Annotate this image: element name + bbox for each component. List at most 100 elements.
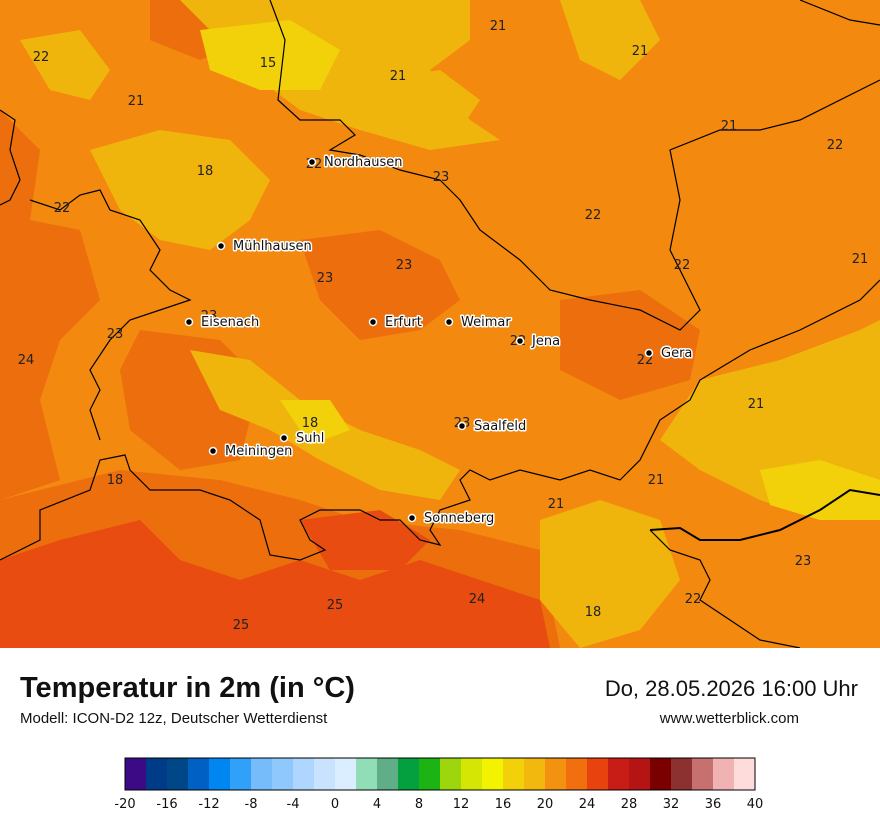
- city-marker: Sonneberg: [407, 510, 496, 528]
- legend-tick-label: -4: [287, 797, 300, 812]
- legend-swatch: [335, 758, 357, 790]
- temperature-value-label: 22: [827, 138, 844, 153]
- temperature-value-label: 24: [18, 353, 35, 368]
- legend-swatch: [377, 758, 399, 790]
- legend-tick-label: 12: [453, 797, 470, 812]
- warm-zone-center: [300, 230, 460, 340]
- city-label: Meiningen: [225, 444, 292, 459]
- cool-zone-northwest: [90, 130, 270, 250]
- temperature-value-label: 18: [302, 416, 319, 431]
- cool-zone-southeast: [540, 500, 680, 648]
- thuringia-border: [0, 0, 880, 561]
- temperature-value-label: 22: [674, 258, 691, 273]
- temperature-value-label: 18: [107, 473, 124, 488]
- city-dot: [407, 513, 417, 523]
- hot-zone-southcenter: [300, 510, 430, 570]
- city-marker: Meiningen: [208, 443, 294, 461]
- hot-temperature-zones: [0, 510, 550, 648]
- temperature-value-label: 21: [128, 94, 145, 109]
- legend-swatch: [356, 758, 378, 790]
- city-marker: Nordhausen: [307, 154, 404, 172]
- legend-swatches: [124, 757, 756, 791]
- legend-tick-label: 8: [415, 797, 423, 812]
- temperature-value-label: 23: [317, 271, 334, 286]
- legend-swatch: [650, 758, 672, 790]
- city-marker: Mühlhausen: [216, 238, 313, 256]
- temperature-value-label: 21: [852, 252, 869, 267]
- legend-swatch: [734, 758, 756, 790]
- city-marker: Suhl: [279, 430, 326, 448]
- legend-swatch: [524, 758, 546, 790]
- temperature-value-label: 21: [390, 69, 407, 84]
- city-marker: Erfurt: [368, 314, 423, 332]
- temperature-value-label: 23: [396, 258, 413, 273]
- legend-frame: [124, 757, 756, 791]
- temperature-value-label: 25: [327, 598, 344, 613]
- city-marker: Eisenach: [184, 314, 261, 332]
- temperature-value-label: 18: [585, 605, 602, 620]
- city-label: Mühlhausen: [233, 239, 312, 254]
- legend-tick-label: -16: [156, 797, 177, 812]
- legend-tick-label: -8: [245, 797, 258, 812]
- cool-zone-west: [20, 30, 110, 100]
- legend-tick-label: -12: [198, 797, 219, 812]
- city-dot: [444, 317, 454, 327]
- legend-swatch: [545, 758, 567, 790]
- legend-swatch: [230, 758, 252, 790]
- city-marker: Gera: [644, 345, 694, 363]
- legend-swatch: [398, 758, 420, 790]
- legend-swatch: [314, 758, 336, 790]
- city-markers: Nordhausen Mühlhausen Eisenach Erfurt Weimar…: [184, 154, 694, 528]
- legend-tick-label: 4: [373, 797, 381, 812]
- city-label: Suhl: [296, 431, 324, 446]
- west-border: [0, 109, 192, 441]
- temperature-value-label: 25: [233, 618, 250, 633]
- region-borders: [0, 0, 880, 648]
- model-info: Modell: ICON-D2 12z, Deutscher Wetterdie…: [20, 710, 328, 727]
- temperature-value-label: 24: [469, 592, 486, 607]
- north-border: [799, 0, 880, 26]
- temperature-value-label: 22: [54, 201, 71, 216]
- temperature-value-label: 22: [685, 592, 702, 607]
- legend-swatch: [272, 758, 294, 790]
- legend-swatch: [146, 758, 168, 790]
- city-marker: Saalfeld: [457, 418, 528, 436]
- map-title: Temperatur in 2m (in °C): [20, 672, 355, 704]
- legend-swatch: [419, 758, 441, 790]
- city-dot: [208, 446, 218, 456]
- city-label: Jena: [531, 334, 560, 349]
- city-dot: [368, 317, 378, 327]
- legend-swatch: [209, 758, 231, 790]
- city-label: Sonneberg: [424, 511, 494, 526]
- website-link[interactable]: www.wetterblick.com: [659, 710, 799, 727]
- city-dot: [279, 433, 289, 443]
- temperature-value-label: 22: [585, 208, 602, 223]
- legend-swatch: [461, 758, 483, 790]
- legend-swatch: [629, 758, 651, 790]
- coolest-temperature-zones: [200, 20, 880, 520]
- city-dot: [184, 317, 194, 327]
- temperature-value-label: 23: [433, 170, 450, 185]
- legend-tick-label: 20: [537, 797, 554, 812]
- legend-swatch: [608, 758, 630, 790]
- city-dot: [457, 421, 467, 431]
- city-marker: Jena: [515, 333, 562, 351]
- legend-swatch: [125, 758, 147, 790]
- legend-swatch: [503, 758, 525, 790]
- temperature-value-label: 23: [107, 327, 124, 342]
- temperature-map: 2122152121212122221823222221232223232322…: [0, 0, 880, 648]
- city-label: Saalfeld: [474, 419, 526, 434]
- city-label: Eisenach: [201, 315, 259, 330]
- legend-tick-label: 36: [705, 797, 722, 812]
- city-dot: [216, 241, 226, 251]
- temperature-value-label: 23: [201, 309, 218, 324]
- temperature-value-label: 21: [548, 497, 565, 512]
- cool-zone-midnorth: [380, 70, 480, 130]
- legend-swatch: [671, 758, 693, 790]
- city-dot: [515, 336, 525, 346]
- city-dot: [307, 157, 317, 167]
- hot-zone-south: [0, 520, 550, 648]
- legend-tick-label: 40: [747, 797, 764, 812]
- city-dot: [644, 348, 654, 358]
- legend-tick-label: 28: [621, 797, 638, 812]
